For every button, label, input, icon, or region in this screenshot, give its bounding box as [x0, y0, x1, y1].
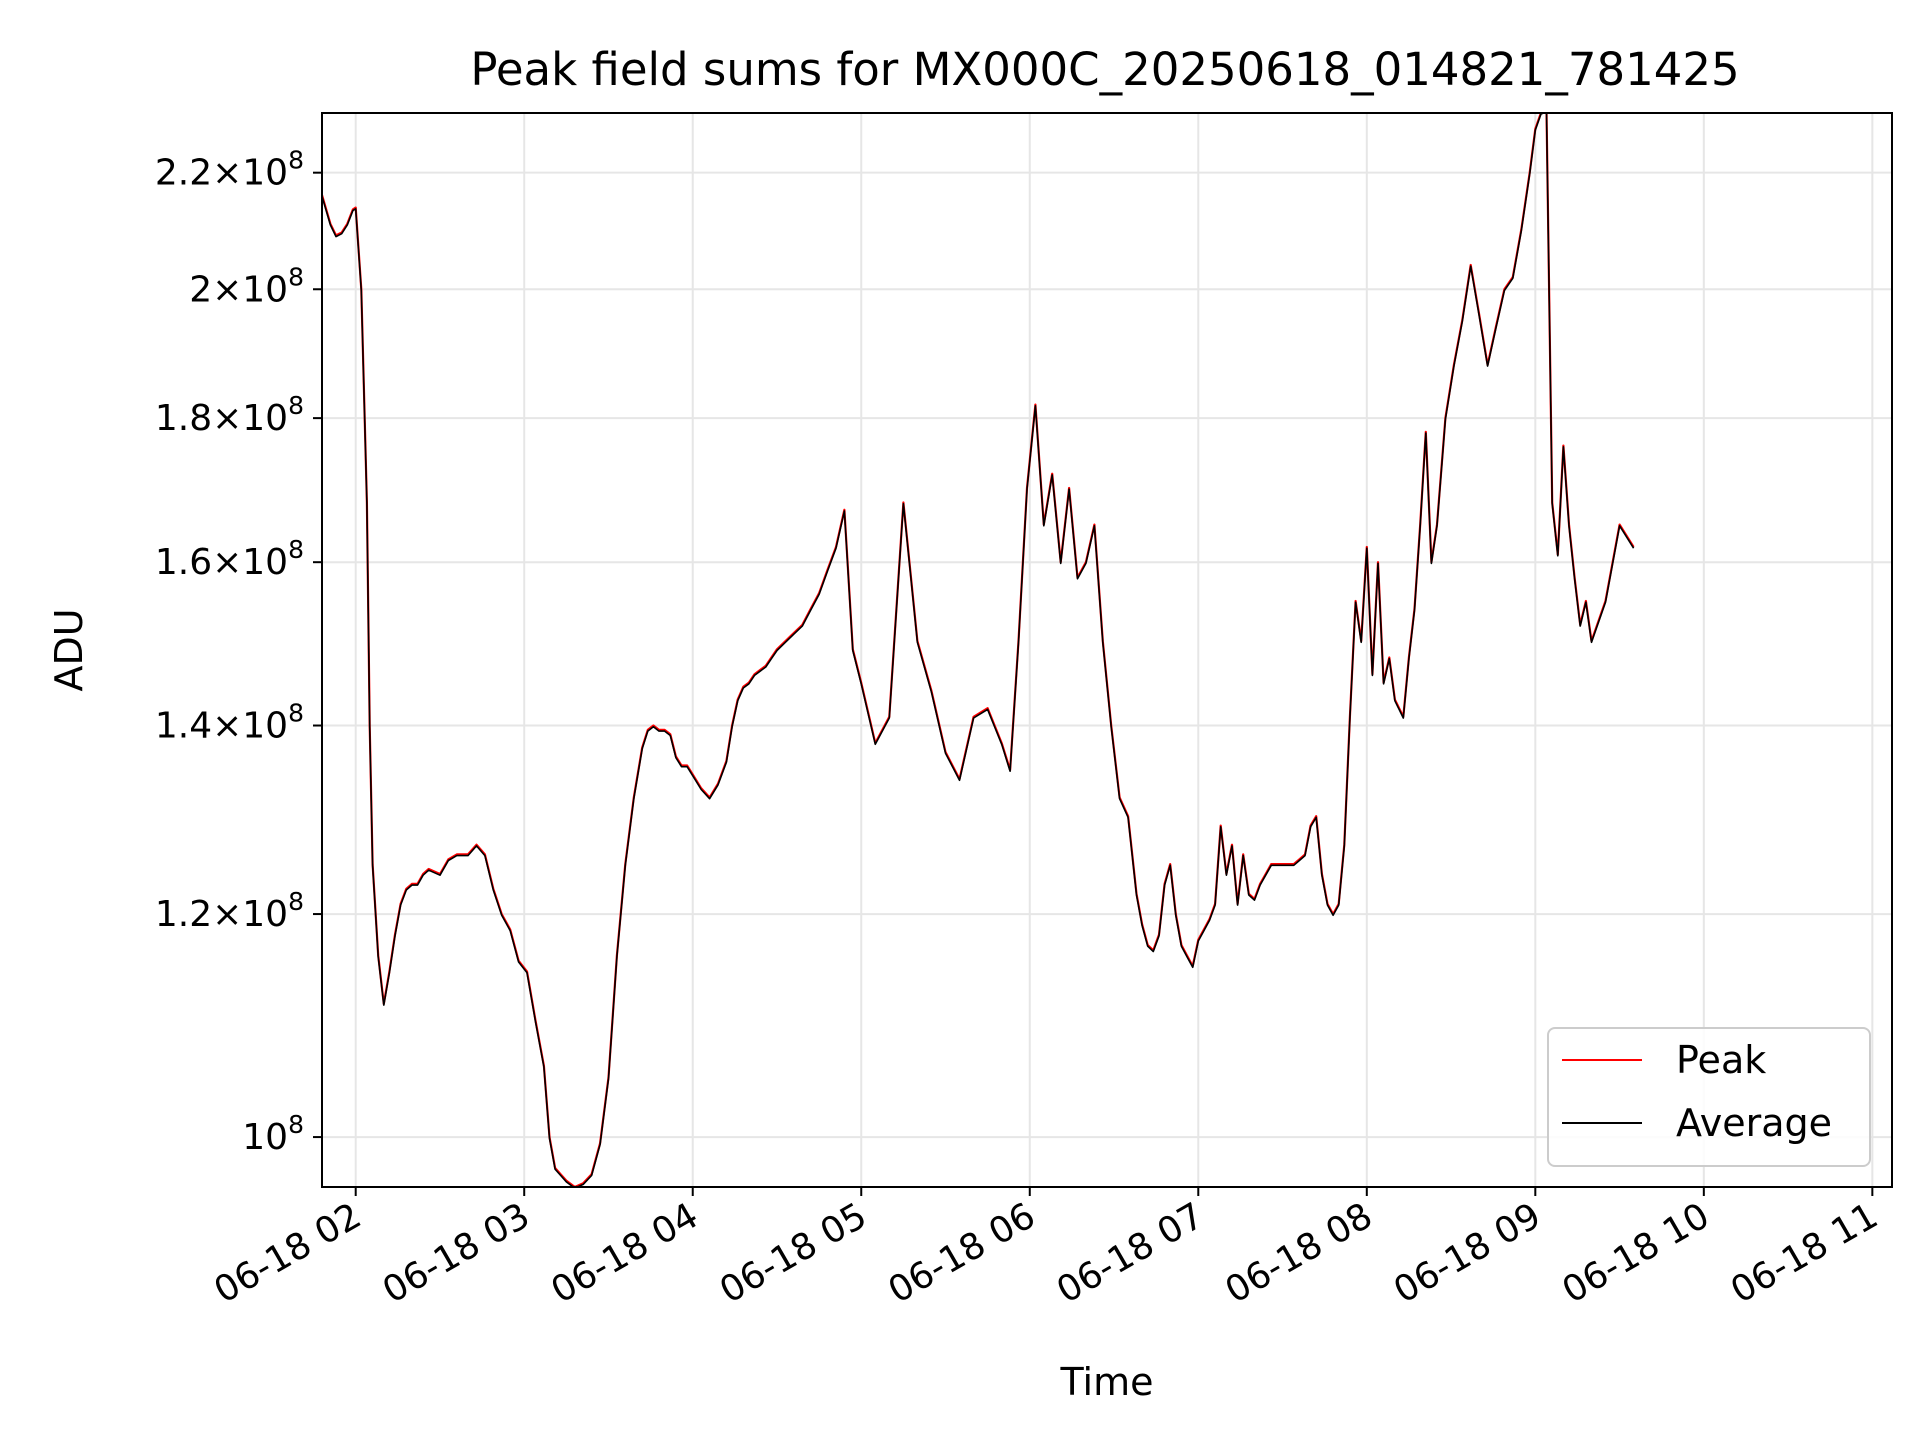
legend-label-peak: Peak [1676, 1038, 1766, 1082]
legend: Peak Average [1547, 1027, 1871, 1167]
y-tick-exponent: 8 [288, 146, 304, 175]
y-tick-base: 10 [242, 269, 288, 310]
plot-frame [321, 112, 1893, 1188]
series-line-average [322, 113, 1635, 1187]
y-tick-label: 2×108 [189, 262, 304, 310]
y-tick-exponent: 8 [288, 1110, 304, 1139]
series-layer [322, 113, 1635, 1187]
y-tick-base: 10 [242, 894, 288, 935]
y-tick-exponent: 8 [288, 887, 304, 916]
y-tick-base: 10 [242, 542, 288, 583]
y-tick-exponent: 8 [288, 262, 304, 291]
y-axis-label: ADU [47, 608, 91, 691]
y-tick-mantissa: 2× [189, 269, 242, 310]
y-tick-mantissa: 1.2× [155, 894, 242, 935]
y-tick-exponent: 8 [288, 391, 304, 420]
x-axis-label: Time [1060, 1360, 1154, 1404]
y-tick-exponent: 8 [288, 699, 304, 728]
y-tick-label: 1.8×108 [155, 391, 304, 439]
y-tick-base: 10 [242, 153, 288, 194]
y-tick-label: 108 [242, 1110, 304, 1158]
y-tick-base: 10 [242, 398, 288, 439]
y-tick-mantissa: 2.2× [155, 153, 242, 194]
y-tick-mantissa: 1.8× [155, 398, 242, 439]
y-tick-label: 1.2×108 [155, 887, 304, 935]
y-tick-mantissa: 1.4× [155, 706, 242, 747]
y-tick-label: 2.2×108 [155, 146, 304, 194]
y-axis: 1081.2×1081.4×1081.6×1081.8×1082×1082.2×… [155, 146, 322, 1158]
chart-title: Peak field sums for MX000C_20250618_0148… [470, 43, 1739, 96]
y-tick-base: 10 [242, 706, 288, 747]
legend-box [1547, 1027, 1871, 1167]
y-tick-mantissa: 1.6× [155, 542, 242, 583]
y-tick-label: 1.4×108 [155, 699, 304, 747]
legend-label-average: Average [1676, 1101, 1832, 1145]
y-tick-label: 1.6×108 [155, 535, 304, 583]
y-tick-exponent: 8 [288, 535, 304, 564]
y-tick-base: 10 [242, 1117, 288, 1158]
